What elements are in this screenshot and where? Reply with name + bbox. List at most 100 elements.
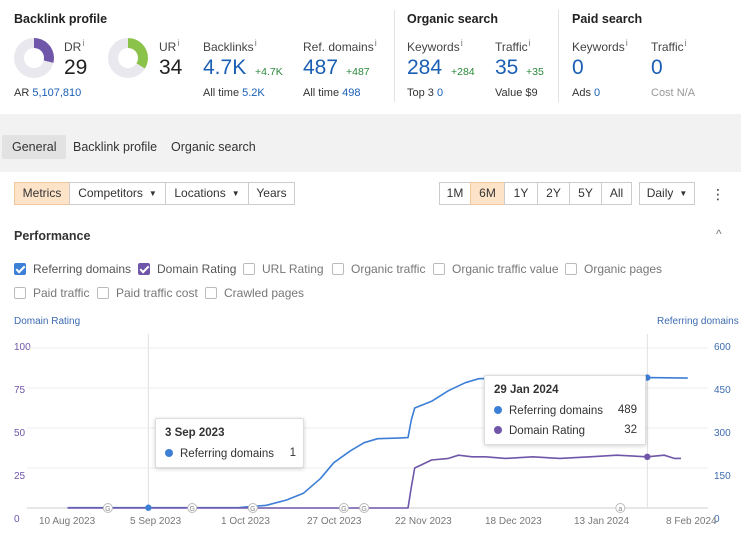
years-button[interactable]: Years [248,182,295,205]
paid-traffic-label[interactable]: Traffici [651,38,687,54]
ur-label[interactable]: URi [159,38,180,54]
ref-domains-all-time: All time 498 [303,87,361,99]
annotation-marker-label: G [189,506,194,513]
paid-keywords-value[interactable]: 0 [572,56,584,79]
info-icon[interactable]: i [460,38,463,48]
x-tick: 13 Jan 2024 [574,516,630,527]
tooltip-jan-2024: 29 Jan 2024 Referring domains 489 Domain… [484,375,646,445]
y-left-tick: 50 [14,428,26,439]
tooltip-value: 32 [624,424,637,436]
ref-domains-delta: +487 [346,66,370,78]
x-tick: 5 Sep 2023 [130,516,182,527]
info-icon[interactable]: i [374,38,377,48]
range-1y-button[interactable]: 1Y [504,182,538,205]
backlinks-label[interactable]: Backlinksi [203,38,257,54]
paid-search-title: Paid search [572,12,643,26]
backlinks-value[interactable]: 4.7K [203,56,247,79]
organic-search-title: Organic search [407,12,499,26]
annotation-marker-label: G [105,506,110,513]
collapse-icon[interactable]: ^ [716,227,722,241]
paid-keywords-label[interactable]: Keywordsi [572,38,628,54]
metrics-overview: Backlink profile DRi 29 URi 34 AR 5,107,… [0,0,741,114]
chevron-down-icon: ▼ [231,189,240,198]
annotation-marker-icon [359,503,370,513]
checkbox-checked-icon[interactable] [138,263,150,275]
tab-general[interactable]: General [2,135,67,159]
ur-donut-chart [108,38,148,78]
y-right-tick: 150 [714,471,731,482]
info-icon[interactable]: i [528,38,531,48]
checkbox-crawled-pages[interactable]: Crawled pages [205,286,304,300]
series-dot-icon [165,449,173,457]
x-tick: 22 Nov 2023 [395,516,452,527]
tooltip-sep-2023: 3 Sep 2023 Referring domains 1 [155,418,304,468]
checkbox-checked-icon[interactable] [14,263,26,275]
left-axis-title: Domain Rating [14,316,81,327]
organic-keywords-label[interactable]: Keywordsi [407,38,463,54]
annotation-marker-label: G [361,506,366,513]
checkbox-icon[interactable] [243,263,255,275]
paid-cost: Cost N/A [651,87,696,99]
ref-domains-label[interactable]: Ref. domainsi [303,38,377,54]
y-right-tick: 300 [714,428,731,439]
tab-backlink-profile[interactable]: Backlink profile [73,140,158,154]
tooltip-row: Referring domains [165,447,274,461]
tab-organic-search[interactable]: Organic search [171,140,256,154]
ar-value[interactable]: 5,107,810 [32,87,82,99]
range-6m-button[interactable]: 6M [470,182,505,205]
more-options-icon[interactable]: ⋮ [711,186,725,202]
annotation-marker-icon [187,503,198,513]
checkbox-organic-traffic[interactable]: Organic traffic [332,262,425,276]
info-icon[interactable]: i [177,38,180,48]
info-icon[interactable]: i [82,38,85,48]
checkbox-icon[interactable] [433,263,445,275]
info-icon[interactable]: i [625,38,628,48]
checkbox-icon[interactable] [205,287,217,299]
checkbox-url-rating[interactable]: URL Rating [243,262,324,276]
hover-point [145,504,152,511]
organic-traffic-label[interactable]: Traffici [495,38,531,54]
chevron-down-icon: ▼ [679,189,688,198]
series-line-domain-rating [67,454,681,509]
checkbox-organic-traffic-value[interactable]: Organic traffic value [433,262,559,276]
ur-value: 34 [159,56,183,79]
top3-keywords: Top 3 0 [407,87,444,99]
x-tick: 27 Oct 2023 [307,516,362,527]
y-right-tick: 0 [714,514,720,525]
checkbox-paid-traffic[interactable]: Paid traffic [14,286,89,300]
checkbox-icon[interactable] [14,287,26,299]
right-axis-title: Referring domains [657,316,739,327]
ref-domains-value[interactable]: 487 [303,56,339,79]
paid-traffic-value[interactable]: 0 [651,56,663,79]
range-all-button[interactable]: All [601,182,632,205]
checkbox-referring-domains[interactable]: Referring domains [14,262,131,276]
info-icon[interactable]: i [254,38,257,48]
checkbox-icon[interactable] [97,287,109,299]
competitors-dropdown[interactable]: Competitors ▼ [69,182,166,205]
section-tabs: General Backlink profile Organic search [0,114,741,172]
checkbox-icon[interactable] [332,263,344,275]
series-dot-icon [494,426,502,434]
dr-label[interactable]: DRi [64,38,85,54]
y-right-tick: 600 [714,342,731,353]
y-left-tick: 75 [14,385,26,396]
metrics-button[interactable]: Metrics [14,182,70,205]
checkbox-domain-rating[interactable]: Domain Rating [138,262,236,276]
series-dot-icon [494,406,502,414]
hover-point [644,453,651,460]
checkbox-paid-traffic-cost[interactable]: Paid traffic cost [97,286,198,300]
y-left-tick: 100 [14,342,31,353]
divider [394,10,395,102]
checkbox-organic-pages[interactable]: Organic pages [565,262,662,276]
ar-rank: AR 5,107,810 [14,87,82,99]
info-icon[interactable]: i [684,38,687,48]
backlinks-delta: +4.7K [255,66,283,78]
checkbox-icon[interactable] [565,263,577,275]
organic-keywords-value[interactable]: 284 [407,56,443,79]
y-left-tick: 0 [14,514,20,525]
organic-keywords-delta: +284 [451,66,475,78]
ads-count: Ads 0 [572,87,601,99]
interval-dropdown[interactable]: Daily ▼ [639,182,695,205]
organic-traffic-value[interactable]: 35 [495,56,519,79]
